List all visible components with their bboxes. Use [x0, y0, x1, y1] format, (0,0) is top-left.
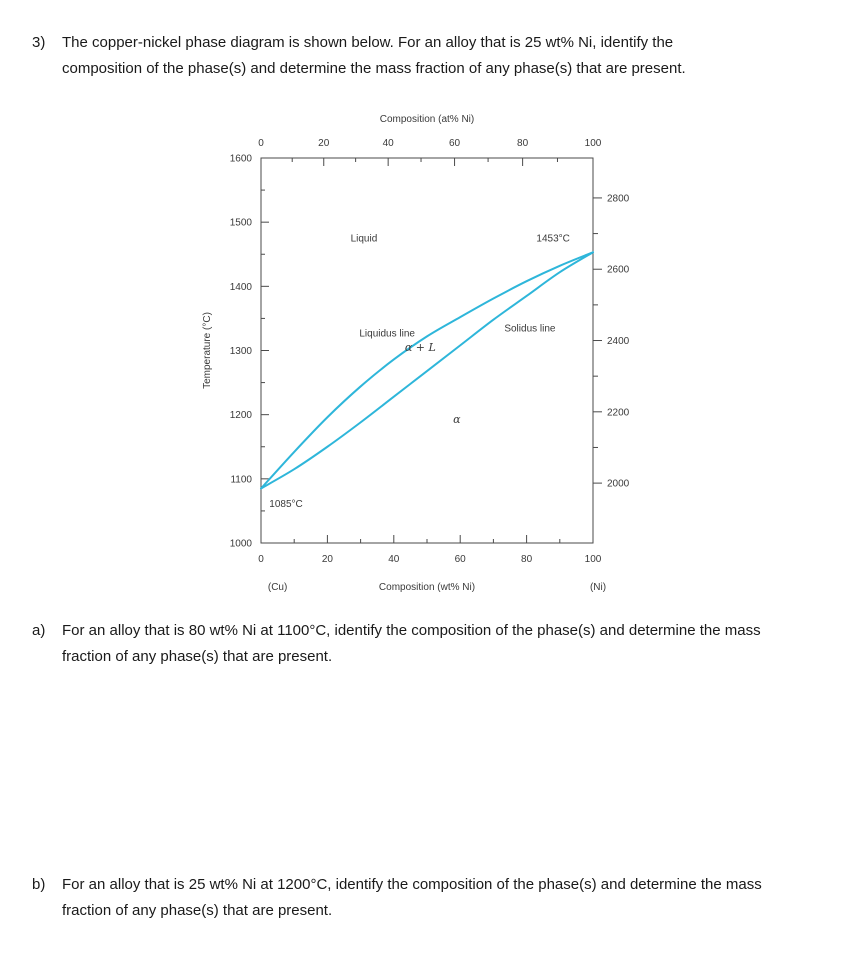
top-axis-tick-label: 100: [585, 138, 602, 149]
top-axis-title: Composition (at% Ni): [380, 114, 474, 125]
top-axis-tick-label: 0: [258, 138, 264, 149]
right-axis-tick-label: 2400: [607, 336, 630, 347]
bottom-axis-ni-label: (Ni): [590, 582, 606, 593]
left-axis-title: Temperature (°C): [202, 312, 213, 389]
bottom-axis-tick-label: 20: [322, 554, 334, 565]
question-a-text: For an alloy that is 80 wt% Ni at 1100°C…: [62, 622, 761, 665]
liquidus-curve: [260, 251, 594, 490]
left-axis-tick-label: 1200: [230, 410, 253, 421]
liquid-region-label: Liquid: [351, 233, 378, 244]
bottom-axis-tick-label: 0: [258, 554, 264, 565]
bottom-axis-tick-label: 40: [388, 554, 400, 565]
bottom-axis-title: Composition (wt% Ni): [379, 582, 475, 593]
liquidus-line-label: Liquidus line: [359, 328, 415, 339]
melting-point-cu-label: 1085°C: [269, 499, 302, 510]
question-3: 3) The copper-nickel phase diagram is sh…: [32, 30, 752, 81]
phase-diagram-figure: Composition (at% Ni) 0 20 40 60 80 100 0 20 40 60 8…: [198, 102, 668, 612]
left-axis-tick-label: 1100: [230, 474, 252, 485]
left-axis-tick-label: 1500: [230, 218, 253, 229]
right-axis-tick-label: 2000: [607, 479, 630, 490]
question-a-label: a): [32, 622, 46, 639]
top-axis-tick-label: 80: [517, 138, 529, 149]
top-axis-tick-label: 60: [449, 138, 461, 149]
solidus-line-label: Solidus line: [504, 323, 556, 334]
question-b-label: b): [32, 876, 46, 893]
bottom-axis-cu-label: (Cu): [268, 582, 287, 593]
left-axis-tick-label: 1400: [230, 282, 253, 293]
top-axis-tick-label: 20: [318, 138, 330, 149]
bottom-axis-tick-label: 80: [521, 554, 533, 565]
right-axis-tick-label: 2600: [607, 265, 630, 276]
solidus-curve: [260, 251, 594, 490]
question-3-label: 3): [32, 34, 46, 51]
question-3-text: The copper-nickel phase diagram is shown…: [62, 34, 686, 77]
question-a: a) For an alloy that is 80 wt% Ni at 110…: [32, 618, 790, 669]
alpha-plus-liquid-label: α + L: [405, 341, 436, 354]
left-axis-tick-label: 1000: [230, 539, 253, 550]
phase-diagram-chart: Composition (at% Ni)0 20 40 60 80 1000 20 40 60 8…: [202, 114, 630, 593]
right-axis-tick-label: 2200: [607, 407, 630, 418]
melting-point-ni-label: 1453°C: [536, 233, 569, 244]
bottom-axis-tick-label: 100: [585, 554, 602, 565]
left-axis-tick-label: 1600: [230, 154, 253, 165]
alpha-region-label: α: [453, 413, 461, 426]
top-axis-tick-label: 40: [383, 138, 395, 149]
bottom-axis-tick-label: 60: [455, 554, 467, 565]
question-b-text: For an alloy that is 25 wt% Ni at 1200°C…: [62, 876, 762, 919]
right-axis-tick-label: 2800: [607, 193, 630, 204]
question-b: b) For an alloy that is 25 wt% Ni at 120…: [32, 872, 790, 923]
left-axis-tick-label: 1300: [230, 346, 253, 357]
